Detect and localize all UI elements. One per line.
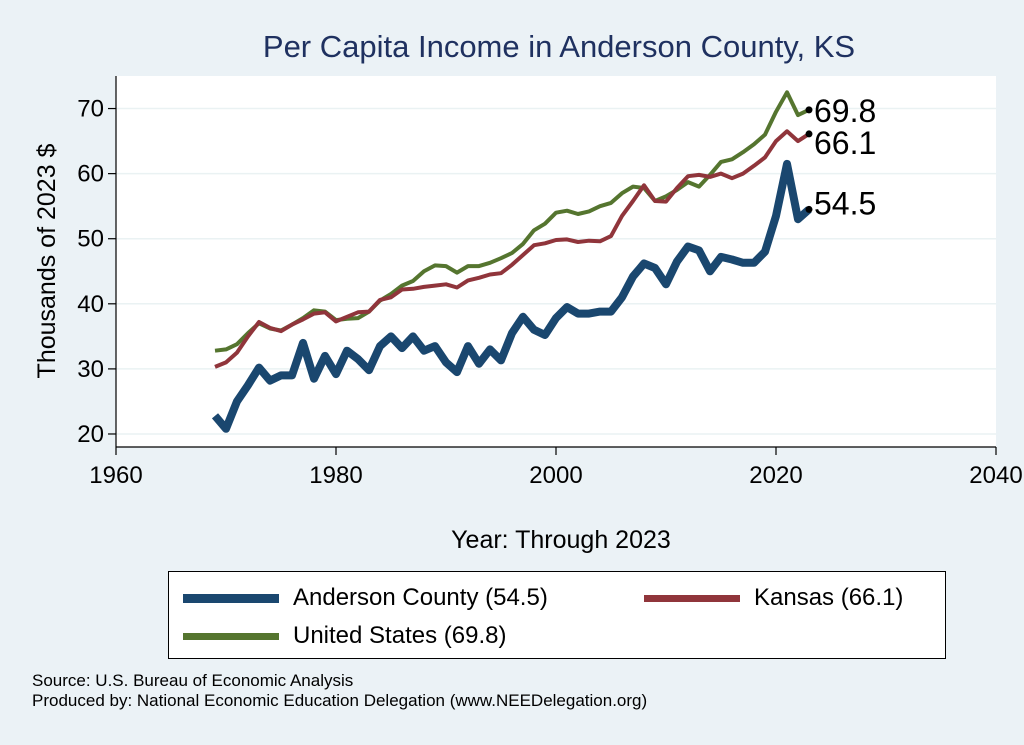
chart-title: Per Capita Income in Anderson County, KS bbox=[263, 29, 855, 64]
legend-swatch-kansas bbox=[644, 594, 740, 602]
legend: Anderson County (54.5) Kansas (66.1) Uni… bbox=[168, 571, 946, 659]
end-label-united-states: 69.8 bbox=[814, 93, 876, 129]
y-tick-label: 40 bbox=[77, 291, 104, 318]
end-label-kansas: 66.1 bbox=[814, 125, 876, 161]
series-line-anderson-county bbox=[211, 159, 812, 433]
y-tick-label: 30 bbox=[77, 356, 104, 383]
legend-label-united-states: United States (69.8) bbox=[293, 622, 507, 649]
legend-label-anderson-county: Anderson County (54.5) bbox=[293, 584, 548, 611]
source-note: Source: U.S. Bureau of Economic Analysis… bbox=[32, 671, 647, 711]
y-tick-label: 50 bbox=[77, 226, 104, 253]
legend-item-united-states: United States (69.8) bbox=[183, 622, 506, 650]
source-line: Source: U.S. Bureau of Economic Analysis bbox=[32, 671, 354, 690]
legend-item-anderson-county: Anderson County (54.5) bbox=[183, 584, 548, 612]
y-tick-label: 70 bbox=[77, 96, 104, 123]
end-label-anderson-county: 54.5 bbox=[814, 185, 876, 221]
end-marker-united-states bbox=[805, 106, 813, 114]
legend-label-kansas: Kansas (66.1) bbox=[754, 584, 904, 611]
legend-swatch-united-states bbox=[183, 632, 279, 640]
end-marker-anderson-county bbox=[805, 205, 813, 213]
plot-area bbox=[116, 76, 996, 447]
end-labels: 54.5 66.169.8 bbox=[805, 93, 876, 221]
x-tick-label: 1980 bbox=[309, 462, 362, 489]
x-tick-label: 2000 bbox=[529, 462, 582, 489]
produced-by-line: Produced by: National Economic Education… bbox=[32, 691, 648, 710]
x-tick-label: 2020 bbox=[749, 462, 802, 489]
legend-swatch-anderson-county bbox=[183, 593, 279, 603]
y-tick-label: 20 bbox=[77, 421, 104, 448]
grid-lines bbox=[116, 107, 996, 435]
y-tick-label: 60 bbox=[77, 161, 104, 188]
axes: 20 30 40 50 60 70 1960 1980 2000 2020 2040 bbox=[77, 76, 1023, 489]
legend-item-kansas: Kansas (66.1) bbox=[644, 584, 903, 612]
end-marker-kansas bbox=[805, 130, 813, 138]
y-axis-label: Thousands of 2023 $ bbox=[33, 143, 61, 378]
series-layer bbox=[211, 90, 812, 433]
x-tick-label: 1960 bbox=[89, 462, 142, 489]
x-axis-label: Year: Through 2023 bbox=[451, 526, 671, 554]
x-tick-label: 2040 bbox=[969, 462, 1022, 489]
series-line-kansas bbox=[214, 129, 811, 369]
